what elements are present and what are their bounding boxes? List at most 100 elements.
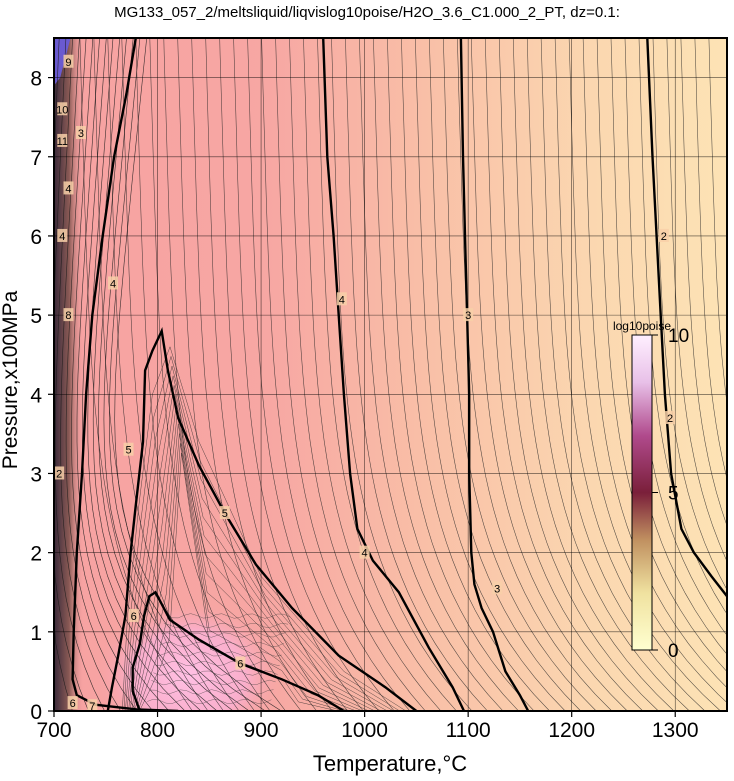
contour-label-bg (57, 228, 68, 242)
contour-label-text: 4 (59, 231, 65, 243)
contour-label-text: 6 (237, 658, 243, 670)
minor-contour-line (317, 38, 457, 711)
contour-label: 6 (67, 696, 78, 710)
minor-contour-line (134, 424, 357, 711)
minor-contours (54, 38, 727, 711)
contour-label: 4 (108, 276, 119, 290)
minor-contour-line (135, 38, 255, 711)
y-tick-label: 6 (30, 226, 42, 249)
x-tick-label: 1100 (446, 719, 491, 742)
minor-contour-line (331, 38, 473, 711)
major-contour-6 (131, 590, 345, 711)
minor-contour-line (191, 38, 317, 711)
contour-label-bg (75, 126, 86, 140)
minor-contour-line (415, 38, 566, 711)
contour-label-text: 3 (465, 310, 471, 322)
minor-contour-line (345, 38, 488, 711)
contour-label-text: 3 (78, 128, 84, 140)
minor-contour-line (151, 679, 276, 686)
contour-label-text: 6 (131, 611, 137, 623)
minor-contour-line (387, 38, 535, 711)
contour-label-text: 5 (222, 508, 228, 520)
minor-contour-line (205, 38, 333, 711)
plot-frame (53, 37, 728, 712)
x-tick-label: 1300 (652, 719, 699, 742)
contour-label: 9 (63, 54, 74, 69)
contour-label: 10 (56, 102, 68, 116)
contour-label-text: 4 (362, 548, 368, 560)
minor-contour-line (149, 38, 271, 711)
colorbar-ticks: 0 5 10 (652, 326, 689, 662)
y-tick-label: 8 (30, 68, 42, 91)
contour-label-bg (463, 308, 474, 322)
contour-label: 3 (492, 581, 503, 595)
contour-label: 7 (87, 699, 98, 711)
x-axis: 700 800 900 1000 1100 1200 1300 (36, 711, 699, 742)
y-tick-label: 2 (30, 543, 42, 566)
contour-label-bg (108, 276, 119, 290)
minor-contour-line (275, 38, 411, 711)
x-tick-label: 1000 (341, 719, 388, 742)
minor-contour-line (261, 38, 395, 711)
minor-contour-line (65, 38, 137, 711)
minor-contour-line (554, 38, 721, 711)
minor-contour-line (155, 660, 280, 667)
contour-label-bg (63, 308, 74, 322)
minor-contour-line (401, 38, 550, 711)
minor-contour-line (666, 38, 727, 562)
y-tick-label: 5 (30, 305, 42, 328)
minor-contour-line (163, 38, 286, 711)
contour-label: 4 (336, 292, 347, 306)
contour-label-bg (665, 411, 676, 425)
minor-contour-line (137, 443, 344, 711)
minor-contour-line (149, 689, 274, 695)
colorbar-gradient (631, 334, 653, 651)
minor-contour-line (163, 622, 289, 629)
contour-label-bg (57, 133, 68, 147)
y-tick-label: 4 (30, 384, 42, 407)
contour-label-text: 10 (56, 104, 68, 116)
minor-contour-line (289, 38, 426, 711)
contour-label-bg (67, 696, 78, 710)
minor-contour-line (147, 698, 272, 705)
contour-label: 3 (75, 126, 86, 140)
minor-contour-line (652, 38, 727, 591)
minor-contour-line (121, 38, 240, 711)
contour-label: 5 (219, 506, 230, 520)
y-axis: 0 1 2 3 4 5 6 7 8 (30, 68, 54, 724)
minor-contour-line (680, 38, 727, 527)
contour-label: 4 (57, 228, 68, 243)
minor-contour-line (103, 38, 250, 711)
minor-contour-line (512, 38, 675, 711)
y-tick-label: 1 (30, 622, 42, 645)
colorbar-tick-label: 10 (668, 326, 689, 347)
contour-label-text: 2 (661, 231, 667, 243)
contour-label-text: 9 (65, 57, 71, 69)
minor-contour-line (373, 38, 519, 711)
contour-label-text: 8 (65, 310, 71, 322)
colorbar-label: log10poise (613, 319, 671, 333)
minor-contour-line (582, 38, 727, 689)
contour-label-bg (219, 506, 230, 520)
contour-label-bg (359, 545, 370, 559)
contour-labels: 3 4 8 2 11 10 9 6 7 4 4 5 5 6 6 4 3 3 4 2 2 (54, 54, 676, 711)
major-contour-5 (106, 326, 418, 711)
minor-contour-line (161, 632, 286, 638)
contour-label: 2 (658, 228, 669, 243)
minor-contour-line (107, 38, 224, 711)
contour-label-text: 6 (70, 698, 76, 710)
minor-contour-line (526, 38, 690, 711)
y-tick-label: 3 (30, 463, 42, 486)
contour-label: 8 (63, 308, 74, 322)
minor-contour-line (457, 38, 612, 711)
contour-label-text: 5 (125, 445, 131, 457)
y-tick-label: 0 (30, 701, 42, 724)
minor-contour-line (233, 38, 364, 711)
contour-label-bg (128, 608, 139, 622)
minor-contour-line (484, 38, 643, 711)
max-viscosity-corner (54, 38, 71, 86)
contour-label-bg (235, 656, 246, 670)
minor-contour-line (128, 385, 382, 711)
contour-label-text: 3 (494, 583, 500, 595)
contour-label-text: 2 (56, 468, 62, 480)
